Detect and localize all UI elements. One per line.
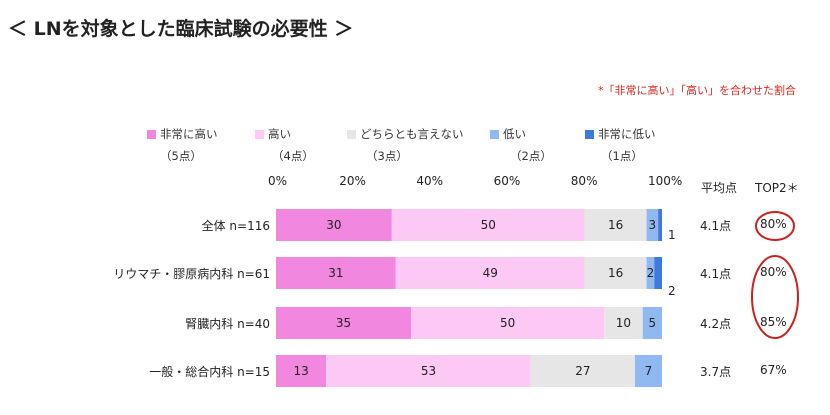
bar-segment-high [395,257,585,289]
bar-segment-neutral [584,257,647,289]
legend-points: （5点） [160,149,202,163]
bar-segment-high [391,209,585,241]
bar-value-label: 27 [575,364,590,378]
bar-value-label: 16 [608,218,623,232]
bar-segment-low [634,355,662,387]
bar-segment-very-high [276,257,396,289]
top2-header: TOP2＊ [755,181,799,195]
legend-swatch [585,129,594,139]
bar-value-label: 35 [336,316,351,330]
bar-value-label: 53 [421,364,436,378]
category-label: 全体 n=116 [201,219,270,233]
legend-item-very-low: 非常に低い [585,126,656,142]
bar-segment-very-low [658,209,662,241]
average-score: 4.1点 [700,219,732,233]
chart-title: ＜ LNを対象とした臨床試験の必要性 ＞ [8,18,354,40]
bar-value-label: 13 [293,364,308,378]
legend-points: （3点） [366,149,408,163]
category-label: 腎臓内科 n=40 [185,317,270,331]
bar-segment-very-high [276,209,392,241]
bar-segment-low [646,257,655,289]
bar-segment-low [642,307,662,339]
bar-segment-high [411,307,605,339]
legend-label: 高い [268,127,291,141]
bar-value-label: 16 [608,266,623,280]
bar-segment-neutral [604,307,643,339]
bar-value-label: 3 [649,218,657,232]
legend-swatch [490,129,499,139]
bar-segment-very-low [654,257,662,289]
x-tick-label: 40% [416,174,444,188]
highlight-circle [755,211,795,241]
bar-segment-high [326,355,531,387]
legend-swatch [255,129,264,139]
highlight-circle [751,255,799,339]
bar-segment-very-high [276,355,327,387]
top2-value: 85% [760,315,787,329]
x-tick-label: 100% [648,174,683,188]
legend-item-very-high: 非常に高い [147,126,218,142]
legend-points: （1点） [601,149,643,163]
bar-value-label: 1 [668,228,676,242]
legend-item-low: 低い [490,126,526,142]
top2-value: 80% [760,265,787,279]
bar-segment-low [646,209,659,241]
bar-value-label: 7 [645,364,653,378]
legend-points: （2点） [510,149,552,163]
average-score: 4.1点 [700,267,732,281]
legend-item-high: 高い [255,126,291,142]
legend-swatch [147,129,156,139]
avg-header: 平均点 [701,181,738,195]
category-label: リウマチ・膠原病内科 n=61 [113,267,270,281]
bar-value-label: 10 [616,316,631,330]
bar-segment-very-high [276,307,412,339]
legend-item-neutral: どちらとも言えない [347,126,464,142]
bar-value-label: 30 [326,218,341,232]
category-label: 一般・総合内科 n=15 [149,365,270,379]
x-tick-label: 80% [570,174,598,188]
legend-swatch [347,129,356,139]
bar-value-label: 2 [647,266,655,280]
bar-value-label: 50 [500,316,515,330]
x-tick-label: 20% [339,174,366,188]
bar-segment-neutral [584,209,647,241]
average-score: 4.2点 [700,317,732,331]
bar-value-label: 2 [668,284,676,298]
legend-label: どちらとも言えない [360,127,464,141]
bar-value-label: 31 [328,266,343,280]
x-tick-label: 0% [268,174,288,188]
average-score: 3.7点 [700,365,732,379]
legend-label: 非常に低い [598,127,656,141]
legend-label: 低い [503,127,526,141]
bar-value-label: 50 [481,218,496,232]
legend-points: （4点） [272,149,314,163]
top2-footnote: *「非常に高い」「高い」を合わせた割合 [598,84,796,97]
x-tick-label: 60% [493,174,521,188]
top2-value: 67% [760,363,787,377]
top2-value: 80% [760,217,787,231]
bar-segment-neutral [530,355,635,387]
legend-label: 非常に高い [160,127,218,141]
bar-value-label: 49 [483,266,498,280]
bar-value-label: 5 [649,316,657,330]
